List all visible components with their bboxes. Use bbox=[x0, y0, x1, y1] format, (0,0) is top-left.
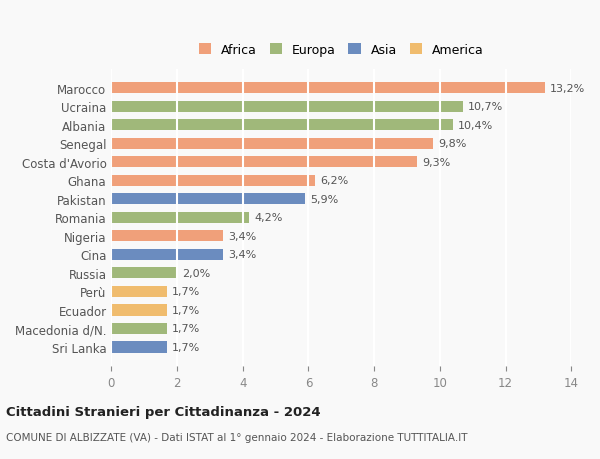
Bar bbox=[112, 231, 223, 242]
Text: 3,4%: 3,4% bbox=[228, 250, 256, 260]
Text: 9,3%: 9,3% bbox=[422, 157, 450, 168]
Text: 9,8%: 9,8% bbox=[438, 139, 467, 149]
Bar bbox=[112, 194, 305, 205]
Bar bbox=[112, 157, 417, 168]
Legend: Africa, Europa, Asia, America: Africa, Europa, Asia, America bbox=[195, 40, 488, 61]
Bar bbox=[112, 139, 433, 150]
Bar bbox=[112, 175, 315, 186]
Text: Cittadini Stranieri per Cittadinanza - 2024: Cittadini Stranieri per Cittadinanza - 2… bbox=[6, 405, 320, 419]
Bar bbox=[112, 305, 167, 316]
Text: 10,7%: 10,7% bbox=[468, 102, 503, 112]
Text: 6,2%: 6,2% bbox=[320, 176, 348, 186]
Text: 3,4%: 3,4% bbox=[228, 231, 256, 241]
Text: 1,7%: 1,7% bbox=[172, 287, 200, 297]
Text: 10,4%: 10,4% bbox=[458, 121, 493, 130]
Bar bbox=[112, 120, 453, 131]
Text: 1,7%: 1,7% bbox=[172, 305, 200, 315]
Text: 4,2%: 4,2% bbox=[254, 213, 283, 223]
Bar bbox=[112, 249, 223, 260]
Text: 2,0%: 2,0% bbox=[182, 269, 210, 278]
Text: 1,7%: 1,7% bbox=[172, 324, 200, 334]
Text: COMUNE DI ALBIZZATE (VA) - Dati ISTAT al 1° gennaio 2024 - Elaborazione TUTTITAL: COMUNE DI ALBIZZATE (VA) - Dati ISTAT al… bbox=[6, 432, 467, 442]
Bar bbox=[112, 83, 545, 94]
Bar bbox=[112, 286, 167, 297]
Text: 13,2%: 13,2% bbox=[550, 84, 585, 94]
Bar bbox=[112, 341, 167, 353]
Bar bbox=[112, 101, 463, 112]
Bar bbox=[112, 268, 177, 279]
Bar bbox=[112, 323, 167, 334]
Bar bbox=[112, 213, 250, 224]
Text: 5,9%: 5,9% bbox=[310, 195, 338, 204]
Text: 1,7%: 1,7% bbox=[172, 342, 200, 352]
